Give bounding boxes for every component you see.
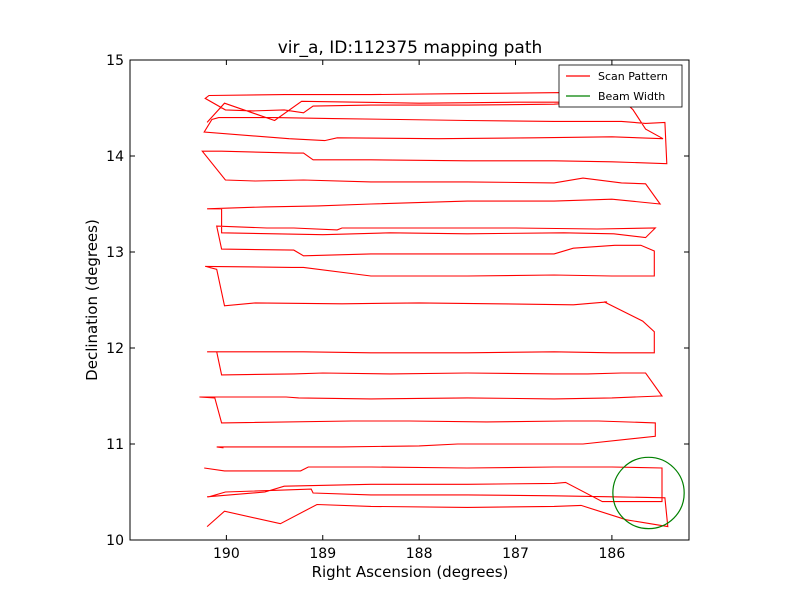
beam-width-circle [612,456,685,530]
y-tick-label: 15 [106,53,124,69]
x-tick-label: 189 [309,546,336,562]
x-tick-label: 186 [599,546,626,562]
legend-label-scan: Scan Pattern [598,70,668,83]
y-tick-label: 10 [106,533,124,549]
y-tick-label: 11 [106,437,124,453]
scan-pattern-line-0 [199,92,668,449]
y-axis-label: Declination (degrees) [83,219,101,381]
chart-title: vir_a, ID:112375 mapping path [278,38,543,58]
legend-label-beam: Beam Width [598,90,665,103]
y-tick-label: 12 [106,341,124,357]
plot-area: 190 189 188 187 186 10 11 12 13 14 15 [106,53,690,562]
series-layer [199,92,685,530]
legend-box [558,64,683,108]
ticks-layer: 190 189 188 187 186 10 11 12 13 14 15 [106,53,689,562]
y-tick-label: 14 [106,149,124,165]
axes-frame [129,59,690,541]
x-tick-label: 188 [406,546,433,562]
x-tick-label: 190 [213,546,240,562]
x-tick-label: 187 [502,546,529,562]
scan-pattern-line-1 [204,466,669,528]
y-tick-label: 13 [106,245,124,261]
x-axis-label: Right Ascension (degrees) [312,563,509,581]
legend: Scan Pattern Beam Width [558,64,683,108]
